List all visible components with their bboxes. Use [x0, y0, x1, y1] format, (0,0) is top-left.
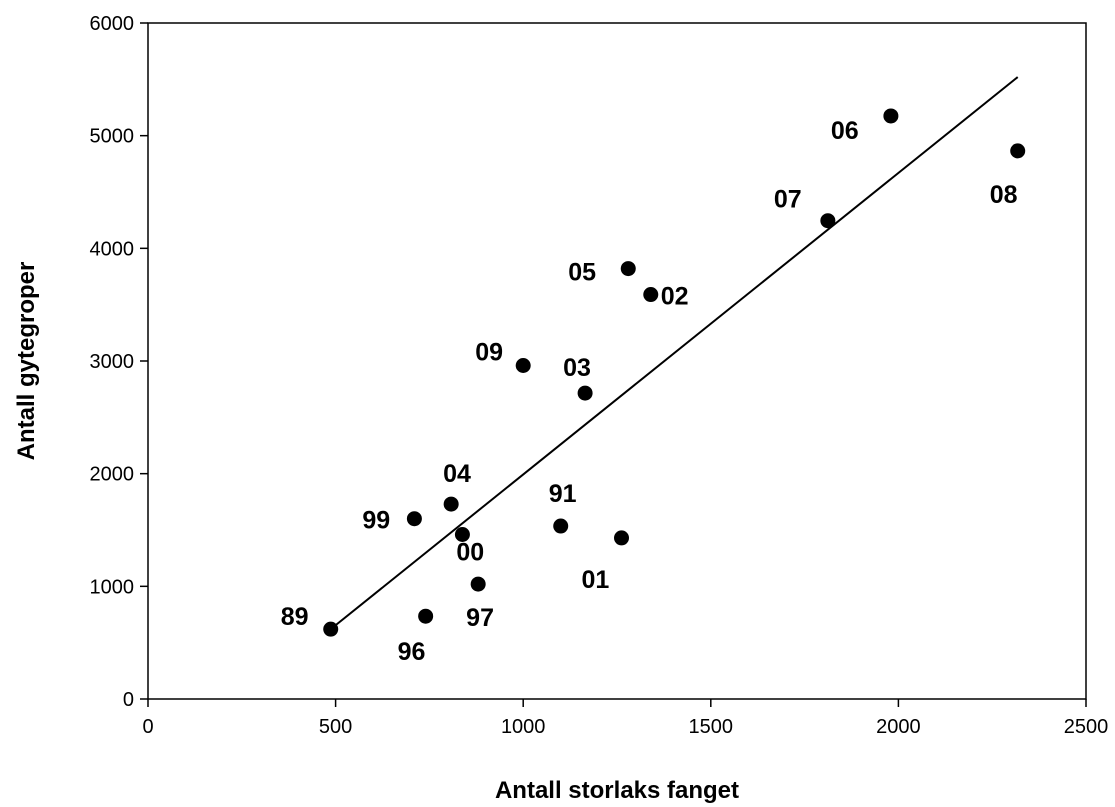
x-tick-label: 500	[319, 716, 352, 738]
point-label-05: 05	[568, 259, 596, 287]
y-tick-label: 3000	[90, 351, 135, 373]
data-point-07	[820, 213, 836, 229]
data-point-03	[577, 385, 593, 401]
data-point-91	[553, 518, 569, 534]
plot-frame	[147, 22, 1087, 700]
y-axis-title: Antall gytegroper	[13, 262, 40, 461]
point-label-09: 09	[475, 339, 503, 367]
x-axis-ticks: 0 500 1000 1500 2000 2500	[142, 699, 1108, 738]
x-tick-label: 2500	[1064, 716, 1109, 738]
y-tick-label: 4000	[90, 238, 135, 260]
y-tick-label: 2000	[90, 464, 135, 486]
point-label-91: 91	[549, 480, 577, 508]
point-label-00: 00	[456, 539, 484, 567]
trend-line	[330, 76, 1019, 630]
data-point-08	[1010, 143, 1026, 159]
point-label-01: 01	[582, 566, 610, 594]
x-tick-label: 2000	[876, 716, 921, 738]
x-tick-label: 0	[142, 716, 153, 738]
point-label-06: 06	[831, 117, 859, 145]
data-point-04	[443, 496, 459, 512]
data-point-01	[614, 530, 630, 546]
data-point-02	[643, 287, 659, 303]
point-label-89: 89	[281, 603, 309, 631]
point-label-07: 07	[774, 186, 802, 214]
data-point-89	[323, 621, 339, 637]
y-tick-label: 6000	[90, 13, 135, 35]
y-axis-ticks: 0 1000 2000 3000 4000 5000 6000	[90, 13, 148, 711]
y-tick-label: 1000	[90, 576, 135, 598]
x-axis-title: Antall storlaks fanget	[495, 777, 739, 804]
data-point-09	[515, 358, 531, 374]
y-tick-label: 0	[123, 689, 134, 711]
data-point-05	[620, 261, 636, 277]
point-label-97: 97	[466, 604, 494, 632]
point-label-99: 99	[362, 507, 390, 535]
point-label-96: 96	[398, 638, 426, 666]
data-point-99	[406, 511, 422, 527]
data-point-97	[470, 576, 486, 592]
point-labels: 89 96 97 99 04 00 91 01 09 03 05 02 07 06 08	[281, 117, 1018, 666]
data-points	[323, 108, 1026, 637]
y-tick-label: 5000	[90, 126, 135, 148]
data-point-00	[454, 527, 470, 543]
data-point-06	[883, 108, 899, 124]
point-label-04: 04	[443, 460, 471, 488]
x-tick-label: 1500	[689, 716, 734, 738]
x-tick-label: 1000	[501, 716, 546, 738]
point-label-02: 02	[661, 283, 689, 311]
data-point-96	[418, 608, 434, 624]
point-label-03: 03	[563, 354, 591, 382]
point-label-08: 08	[990, 181, 1018, 209]
